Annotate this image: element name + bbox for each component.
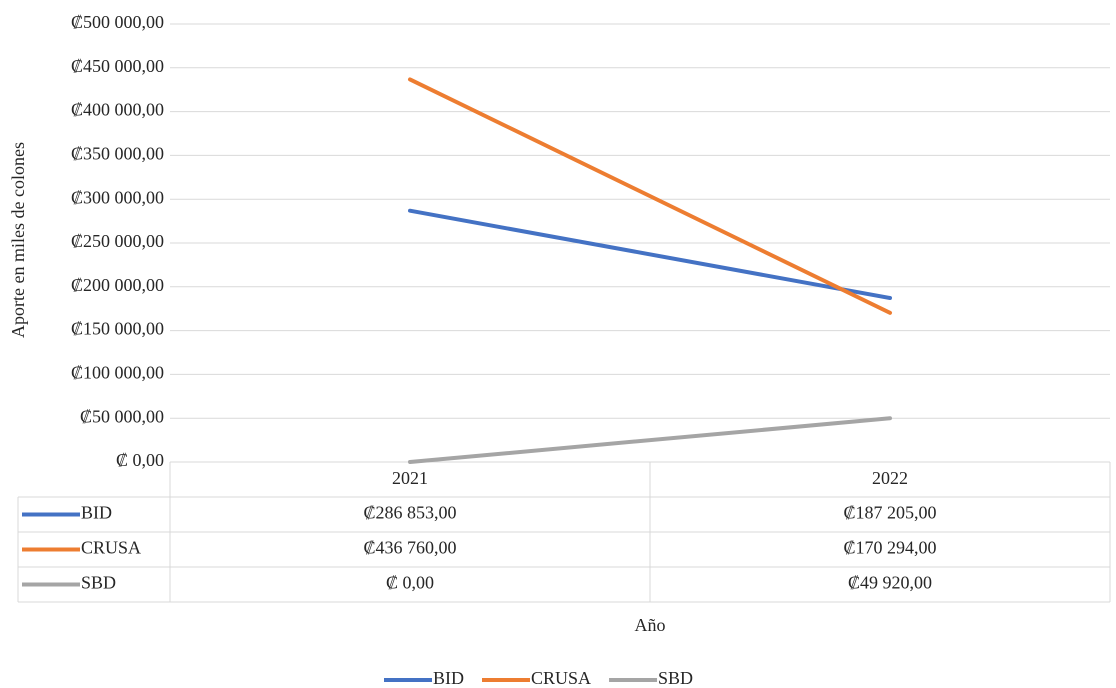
data-label: ₡49 920,00 xyxy=(848,573,932,593)
legend-label: SBD xyxy=(658,668,693,688)
data-label: ₡187 205,00 xyxy=(843,503,936,523)
y-tick-label: ₡300 000,00 xyxy=(71,187,164,207)
y-tick-label: ₡150 000,00 xyxy=(71,319,164,339)
x-tick-label: 2021 xyxy=(392,468,428,488)
y-tick-label: ₡ 0,00 xyxy=(116,450,164,470)
data-label: ₡ 0,00 xyxy=(386,573,434,593)
y-tick-label: ₡400 000,00 xyxy=(71,100,164,120)
legend-label: CRUSA xyxy=(531,668,591,688)
y-tick-label: ₡250 000,00 xyxy=(71,231,164,251)
legend-label: BID xyxy=(433,668,464,688)
y-tick-label: ₡50 000,00 xyxy=(80,406,164,426)
series-line xyxy=(408,416,892,464)
y-axis-title: Aporte en miles de colones xyxy=(8,142,28,338)
y-tick-label: ₡500 000,00 xyxy=(71,12,164,32)
series-label: SBD xyxy=(81,573,116,593)
series-line xyxy=(408,77,892,315)
y-tick-label: ₡350 000,00 xyxy=(71,144,164,164)
y-tick-label: ₡100 000,00 xyxy=(71,363,164,383)
data-label: ₡170 294,00 xyxy=(843,538,936,558)
x-axis-title: Año xyxy=(635,615,666,635)
x-tick-label: 2022 xyxy=(872,468,908,488)
data-label: ₡436 760,00 xyxy=(363,538,456,558)
y-tick-label: ₡450 000,00 xyxy=(71,56,164,76)
series-label: CRUSA xyxy=(81,538,141,558)
series-line xyxy=(408,208,892,301)
y-tick-label: ₡200 000,00 xyxy=(71,275,164,295)
series-label: BID xyxy=(81,503,112,523)
data-label: ₡286 853,00 xyxy=(363,503,456,523)
